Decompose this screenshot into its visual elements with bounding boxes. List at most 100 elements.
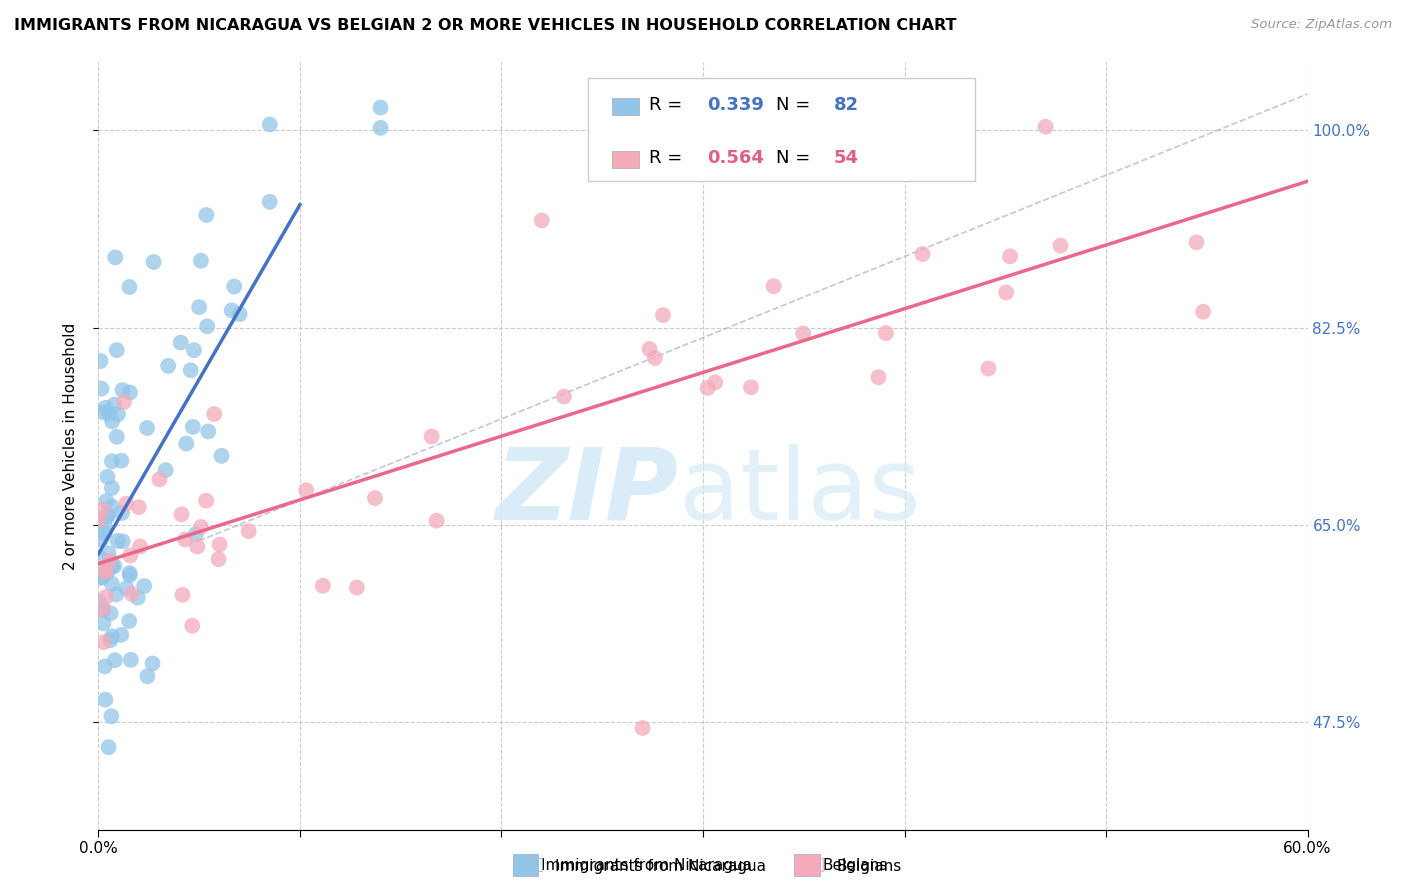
Point (118, 566, 141, 580)
Point (101, 629, 124, 643)
Text: R =: R = (648, 95, 688, 113)
Point (89, 551, 111, 566)
Point (553, 390, 575, 404)
Point (111, 383, 134, 397)
Point (100, 709, 122, 723)
FancyBboxPatch shape (613, 98, 638, 114)
Point (96, 470, 118, 484)
Point (103, 558, 125, 573)
Point (197, 425, 219, 439)
Point (94, 564, 117, 578)
Point (94, 692, 117, 706)
Text: R =: R = (648, 149, 688, 167)
Point (93, 659, 115, 673)
Point (238, 524, 260, 538)
FancyBboxPatch shape (613, 151, 638, 168)
Point (207, 552, 229, 566)
Point (157, 359, 180, 373)
Text: □: □ (806, 855, 825, 874)
Bar (513, 854, 538, 876)
Point (128, 500, 150, 515)
Point (96, 565, 118, 579)
Point (364, 491, 387, 505)
Point (120, 653, 142, 667)
Point (94, 590, 117, 604)
Point (312, 579, 335, 593)
Y-axis label: 2 or more Vehicles in Household: 2 or more Vehicles in Household (63, 322, 77, 570)
Point (704, 376, 727, 390)
Point (172, 588, 194, 602)
Point (110, 628, 132, 642)
Point (186, 540, 208, 554)
Point (420, 429, 443, 443)
Point (97, 508, 120, 522)
Point (93, 616, 115, 631)
Text: 54: 54 (834, 149, 859, 167)
Point (96, 508, 118, 523)
Point (181, 619, 204, 633)
Point (111, 534, 134, 549)
Point (94, 565, 117, 579)
Point (893, 120, 915, 134)
Point (631, 721, 654, 735)
Point (875, 326, 897, 340)
Point (101, 414, 124, 428)
Point (170, 508, 193, 522)
Point (101, 576, 124, 591)
Text: Immigrants from Nicaragua: Immigrants from Nicaragua (541, 858, 752, 872)
Point (740, 380, 762, 394)
Point (90, 382, 112, 396)
Point (195, 208, 218, 222)
Point (911, 247, 934, 261)
Point (96, 494, 118, 508)
Point (638, 342, 661, 356)
Point (644, 351, 666, 365)
Point (221, 303, 243, 318)
Point (110, 453, 132, 467)
Point (115, 497, 138, 511)
Text: Belgians: Belgians (823, 858, 887, 872)
Point (107, 407, 129, 421)
Point (104, 250, 127, 264)
Point (134, 579, 156, 593)
Text: 82: 82 (834, 95, 859, 113)
Point (868, 370, 890, 384)
Text: IMMIGRANTS FROM NICARAGUA VS BELGIAN 2 OR MORE VEHICLES IN HOUSEHOLD CORRELATION: IMMIGRANTS FROM NICARAGUA VS BELGIAN 2 O… (14, 18, 956, 33)
Point (91, 603, 114, 617)
Point (91, 503, 114, 517)
Point (977, 361, 1000, 376)
Point (105, 587, 128, 601)
Point (155, 463, 177, 477)
Point (370, 120, 392, 135)
Point (190, 520, 212, 534)
Point (998, 249, 1021, 263)
Point (259, 118, 281, 132)
Point (98, 407, 121, 421)
Bar (794, 854, 820, 876)
Point (183, 343, 205, 358)
Point (101, 559, 124, 574)
Text: N =: N = (776, 95, 815, 113)
Point (1192, 304, 1215, 318)
Point (93, 526, 115, 541)
Point (762, 279, 785, 293)
Point (195, 493, 218, 508)
Point (176, 436, 198, 450)
Point (100, 633, 122, 648)
Point (118, 614, 141, 628)
Point (101, 454, 124, 468)
Point (370, 101, 392, 115)
Point (696, 381, 718, 395)
Point (89, 595, 111, 609)
Text: N =: N = (776, 149, 815, 167)
Point (148, 472, 170, 486)
Point (93, 635, 115, 649)
Point (1049, 238, 1071, 252)
Point (87, 512, 110, 526)
Point (100, 500, 122, 514)
Point (202, 407, 225, 421)
Point (90, 533, 112, 547)
Point (259, 194, 281, 209)
Point (129, 540, 152, 554)
Point (530, 213, 553, 227)
